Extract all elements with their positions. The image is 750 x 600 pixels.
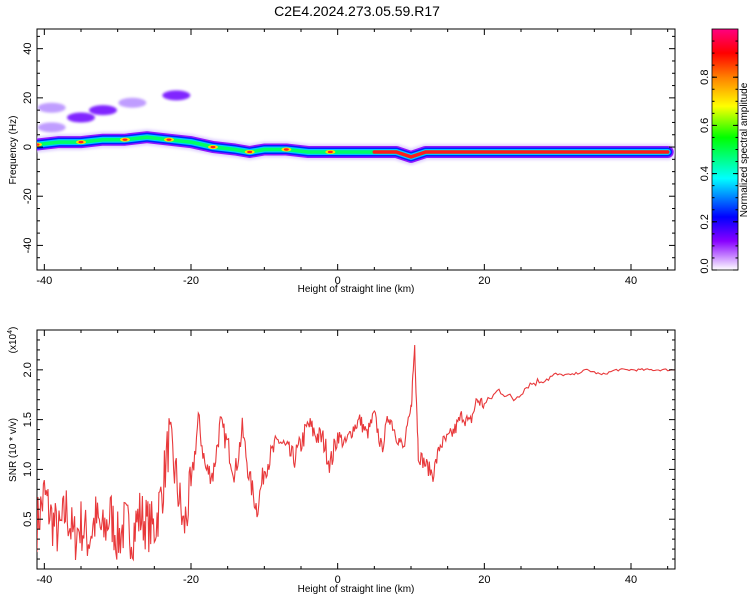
heatmap-x-tick-label: 0 <box>335 275 341 287</box>
snr-content <box>37 344 675 562</box>
heatmap-panel: -40 -20 0 20 40 -40 -20 0 20 40 Height of straig… <box>8 28 676 295</box>
heatmap-hotspot-core <box>327 150 333 154</box>
heatmap-content <box>37 90 675 165</box>
heatmap-hotspot-core <box>210 145 216 149</box>
colorbar-tick-label: 0.8 <box>699 70 711 85</box>
heatmap-hotspot-core <box>283 148 289 151</box>
heatmap-y-tick-label: 20 <box>22 92 34 104</box>
heatmap-feature <box>162 90 191 101</box>
colorbar-label: Normalized spectral amplitude <box>739 82 750 217</box>
heatmap-y-tick-label: -20 <box>22 188 34 204</box>
heatmap-feature <box>118 97 147 108</box>
snr-y-label: SNR (10 * v/v) <box>8 418 19 482</box>
heatmap-ridge-core <box>372 150 670 159</box>
heatmap-x-tick-label: 20 <box>478 275 490 287</box>
heatmap-y-tick-label: 0 <box>22 144 34 150</box>
heatmap-x-label: Height of straight line (km) <box>298 284 415 295</box>
heatmap-hotspot-core <box>78 140 84 144</box>
snr-series-line <box>37 344 675 562</box>
figure-title: C2E4.2024.273.05.59.R17 <box>274 3 440 19</box>
heatmap-hotspot-core <box>166 138 172 141</box>
snr-x-label: Height of straight line (km) <box>298 584 415 595</box>
snr-panel: -40 -20 0 20 40 0.5 1.0 1.5 2.0 Height of strai… <box>7 327 676 595</box>
snr-y-tick-label: 0.5 <box>22 512 34 527</box>
snr-y-tick-label: 1.0 <box>22 462 34 477</box>
colorbar-tick-label: 0.0 <box>699 258 711 273</box>
snr-x-tick-label: 0 <box>335 574 341 586</box>
colorbar-tick-label: 0.4 <box>699 166 711 181</box>
heatmap-x-ticks: -40 -20 0 20 40 <box>36 29 669 287</box>
snr-x-tick-label: -20 <box>183 574 199 586</box>
heatmap-feature <box>37 122 66 133</box>
heatmap-y-tick-label: 40 <box>22 43 34 55</box>
heatmap-feature <box>67 112 95 123</box>
heatmap-feature <box>89 105 117 116</box>
heatmap-feature <box>37 102 66 113</box>
snr-x-ticks: -40 -20 0 20 40 <box>36 330 669 586</box>
snr-exponent-label: (x104) <box>7 327 19 354</box>
heatmap-y-label: Frequency (Hz) <box>8 116 19 185</box>
snr-y-ticks: 0.5 1.0 1.5 2.0 <box>22 339 675 560</box>
snr-x-tick-label: 40 <box>625 574 637 586</box>
snr-y-tick-label: 2.0 <box>22 362 34 377</box>
heatmap-x-tick-label: 40 <box>625 275 637 287</box>
snr-y-tick-label: 1.5 <box>22 412 34 427</box>
heatmap-hotspot-core <box>247 150 253 154</box>
heatmap-x-tick-label: -20 <box>183 275 199 287</box>
heatmap-hotspot-core <box>37 143 40 146</box>
colorbar-tick-label: 0.6 <box>699 118 711 133</box>
colorbar-ticks: 0.0 0.2 0.4 0.6 0.8 <box>699 40 738 274</box>
colorbar-tick-label: 0.2 <box>699 214 711 229</box>
colorbar: 0.0 0.2 0.4 0.6 0.8 Normalized spectral ampl… <box>699 28 750 274</box>
heatmap-y-tick-label: -40 <box>22 237 34 253</box>
snr-frame <box>36 329 676 570</box>
colorbar-gradient <box>711 28 739 271</box>
heatmap-hotspot-core <box>122 138 128 141</box>
snr-x-tick-label: -40 <box>36 574 52 586</box>
heatmap-x-tick-label: -40 <box>36 275 52 287</box>
snr-x-tick-label: 20 <box>478 574 490 586</box>
heatmap-y-ticks: -40 -20 0 20 40 <box>22 35 675 259</box>
